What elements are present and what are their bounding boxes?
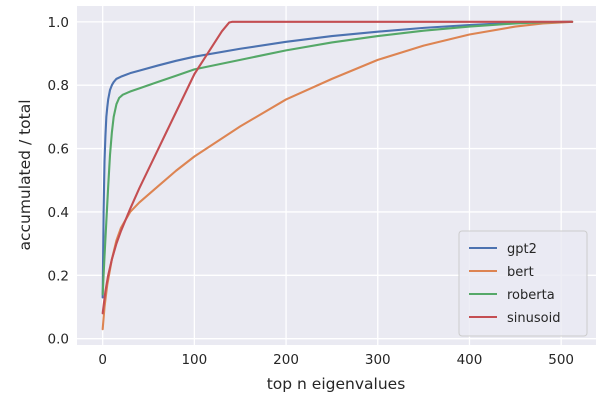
y-tick-label: 0.6 — [48, 142, 69, 158]
series-line-gpt2 — [101, 20, 574, 299]
series-lines — [101, 20, 574, 331]
series-line-sinusoid — [101, 20, 574, 315]
x-tick-label: 200 — [273, 352, 299, 368]
legend: gpt2 bert roberta sinusoid — [458, 230, 588, 337]
legend-box — [458, 230, 588, 337]
x-tick-labels: 0 100 200 300 400 500 — [98, 352, 574, 368]
grid-lines — [77, 6, 596, 345]
y-axis-label: accumulated / total — [16, 99, 34, 250]
x-tick-label: 0 — [98, 352, 107, 368]
y-tick-label: 0.4 — [48, 205, 69, 221]
legend-label-bert: bert — [507, 265, 534, 280]
y-tick-labels: 0.0 0.2 0.4 0.6 0.8 1.0 — [48, 15, 69, 348]
x-tick-label: 500 — [548, 352, 574, 368]
y-tick-label: 0.0 — [48, 332, 69, 348]
x-axis-label: top n eigenvalues — [267, 375, 406, 393]
y-tick-label: 0.2 — [48, 268, 69, 284]
x-tick-label: 300 — [365, 352, 391, 368]
y-tick-label: 1.0 — [48, 15, 69, 31]
legend-label-gpt2: gpt2 — [507, 242, 537, 257]
legend-label-roberta: roberta — [507, 288, 555, 303]
x-tick-label: 400 — [457, 352, 483, 368]
y-tick-label: 0.8 — [48, 78, 69, 94]
series-line-roberta — [101, 20, 574, 296]
legend-label-sinusoid: sinusoid — [507, 311, 560, 326]
x-tick-label: 100 — [181, 352, 207, 368]
